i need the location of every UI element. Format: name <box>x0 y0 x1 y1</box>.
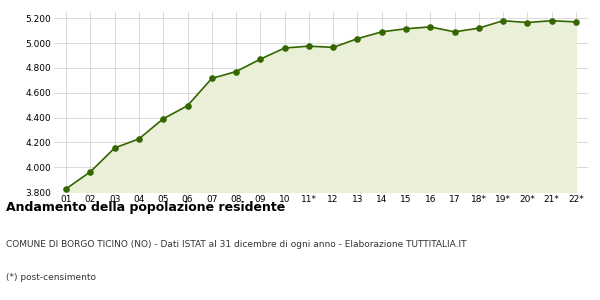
Point <box>158 116 168 121</box>
Point <box>280 46 289 50</box>
Point <box>353 36 362 41</box>
Point <box>547 18 556 23</box>
Point <box>328 45 338 50</box>
Point <box>571 20 581 24</box>
Point <box>401 26 411 31</box>
Point <box>231 69 241 74</box>
Point <box>61 186 71 191</box>
Point <box>110 146 119 150</box>
Point <box>207 76 217 81</box>
Point <box>474 26 484 31</box>
Point <box>377 29 386 34</box>
Point <box>134 136 144 141</box>
Point <box>523 20 532 25</box>
Point <box>450 29 460 34</box>
Point <box>256 57 265 62</box>
Point <box>498 18 508 23</box>
Point <box>304 44 314 49</box>
Point <box>182 103 192 108</box>
Text: Andamento della popolazione residente: Andamento della popolazione residente <box>6 201 285 214</box>
Point <box>425 25 435 29</box>
Point <box>86 169 95 174</box>
Text: COMUNE DI BORGO TICINO (NO) - Dati ISTAT al 31 dicembre di ogni anno - Elaborazi: COMUNE DI BORGO TICINO (NO) - Dati ISTAT… <box>6 240 467 249</box>
Text: (*) post-censimento: (*) post-censimento <box>6 273 96 282</box>
